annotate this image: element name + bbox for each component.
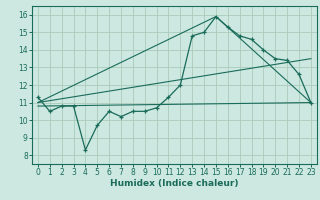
X-axis label: Humidex (Indice chaleur): Humidex (Indice chaleur) — [110, 179, 239, 188]
